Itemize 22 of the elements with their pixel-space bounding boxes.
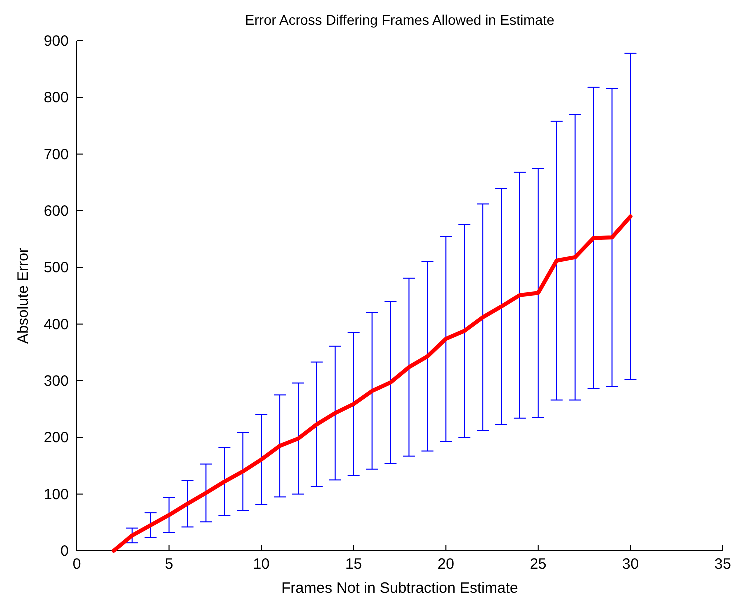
y-tick-label: 700 — [44, 146, 69, 164]
x-tick-label: 5 — [165, 556, 174, 573]
x-tick-label: 25 — [530, 556, 547, 573]
y-tick-label: 400 — [44, 316, 69, 334]
y-tick-label: 800 — [44, 90, 69, 107]
x-tick-label: 20 — [438, 556, 454, 573]
y-tick-label: 0 — [60, 543, 69, 560]
x-tick-label: 0 — [72, 556, 82, 573]
line-series — [112, 214, 633, 553]
x-tick-label: 10 — [253, 556, 270, 573]
x-tick-label: 30 — [622, 556, 640, 573]
y-tick-label: 500 — [44, 260, 69, 277]
x-tick-label: 15 — [346, 556, 362, 573]
y-tick-label: 900 — [44, 33, 69, 50]
x-axis-title: Frames Not in Subtraction Estimate — [282, 580, 518, 597]
x-tick-label: 35 — [714, 556, 732, 573]
y-tick-label: 100 — [44, 486, 69, 504]
chart-title: Error Across Differing Frames Allowed in Estimate — [245, 12, 555, 28]
y-tick-label: 600 — [44, 203, 69, 220]
y-tick-label: 200 — [44, 430, 69, 447]
y-tick-label: 300 — [44, 373, 69, 390]
y-axis-title: Absolute Error — [15, 248, 32, 344]
